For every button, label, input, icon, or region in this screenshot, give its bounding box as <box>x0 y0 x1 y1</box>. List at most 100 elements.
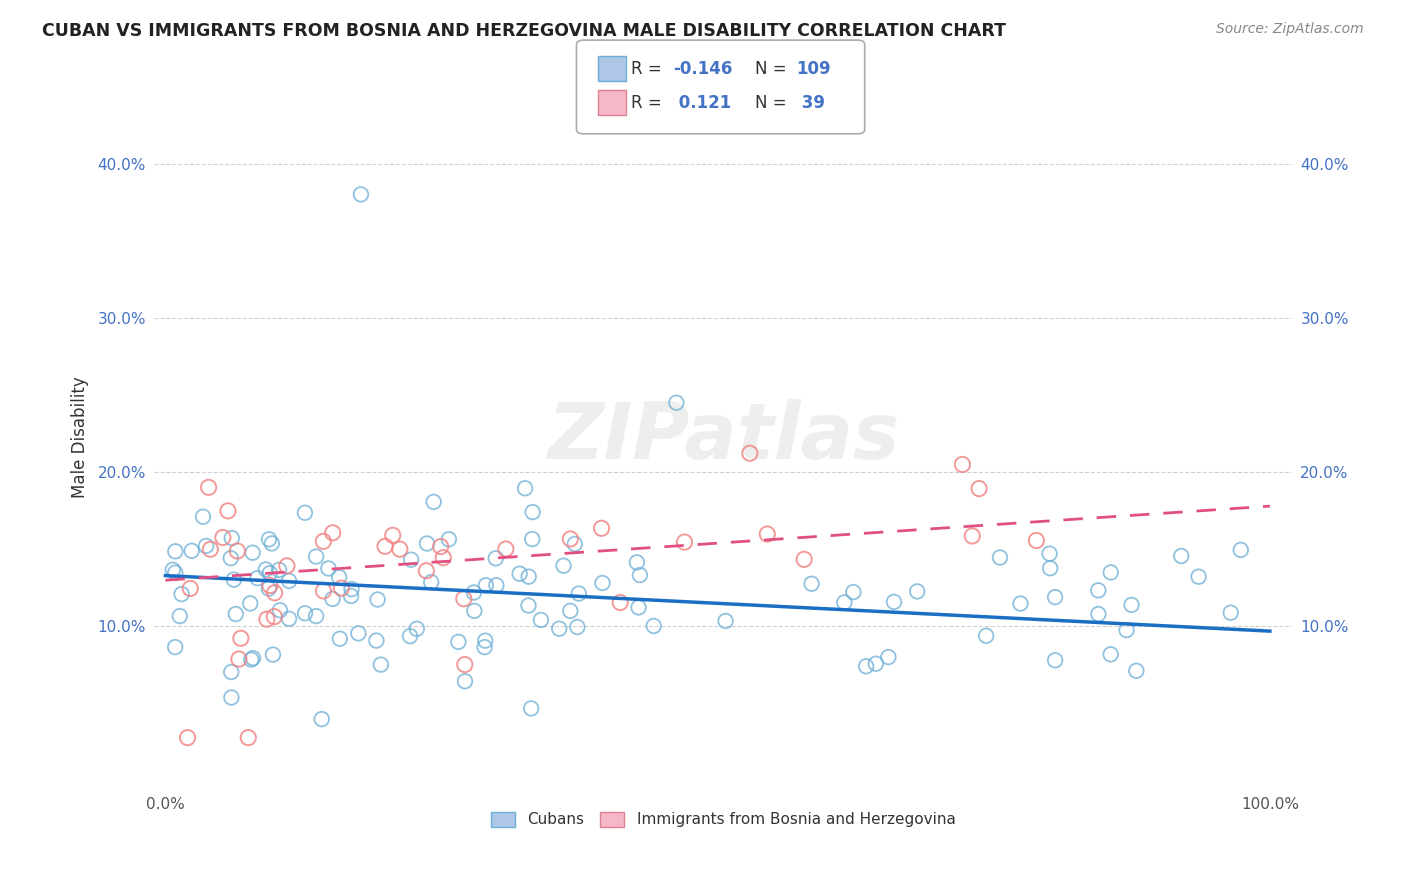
Point <box>195 539 218 553</box>
Point <box>415 564 437 578</box>
Point <box>1039 561 1062 575</box>
Text: 0.121: 0.121 <box>673 94 731 112</box>
Point <box>756 527 779 541</box>
Point <box>180 543 202 558</box>
Point <box>367 592 389 607</box>
Point <box>432 550 454 565</box>
Point <box>222 573 245 587</box>
Point <box>246 571 269 585</box>
Point <box>165 566 187 580</box>
Text: N =: N = <box>755 94 792 112</box>
Point <box>256 612 278 626</box>
Point <box>259 566 281 581</box>
Point <box>329 632 352 646</box>
Point <box>312 583 335 598</box>
Text: -0.146: -0.146 <box>673 60 733 78</box>
Point <box>793 552 815 566</box>
Point <box>429 540 451 554</box>
Point <box>475 578 498 592</box>
Point <box>522 505 544 519</box>
Point <box>1125 664 1147 678</box>
Point <box>855 659 877 673</box>
Point <box>1099 648 1122 662</box>
Point <box>263 586 285 600</box>
Point <box>738 446 761 460</box>
Point <box>520 701 543 715</box>
Point <box>865 657 887 671</box>
Point <box>416 536 439 550</box>
Point <box>242 651 264 665</box>
Point <box>905 584 928 599</box>
Point <box>350 187 373 202</box>
Point <box>305 609 328 624</box>
Point <box>422 495 444 509</box>
Point <box>883 595 905 609</box>
Point <box>312 534 335 549</box>
Point <box>269 603 291 617</box>
Point <box>962 529 984 543</box>
Point <box>834 595 856 609</box>
Point <box>347 626 370 640</box>
Point <box>1043 653 1066 667</box>
Point <box>474 633 496 648</box>
Point <box>517 599 540 613</box>
Text: 109: 109 <box>796 60 831 78</box>
Point <box>170 587 193 601</box>
Text: CUBAN VS IMMIGRANTS FROM BOSNIA AND HERZEGOVINA MALE DISABILITY CORRELATION CHAR: CUBAN VS IMMIGRANTS FROM BOSNIA AND HERZ… <box>42 22 1007 40</box>
Point <box>225 607 247 621</box>
Point <box>340 582 363 596</box>
Point <box>399 629 422 643</box>
Point <box>522 532 544 546</box>
Point <box>328 570 350 584</box>
Point <box>294 506 316 520</box>
Point <box>217 504 239 518</box>
Text: ZIPatlas: ZIPatlas <box>547 400 900 475</box>
Legend: Cubans, Immigrants from Bosnia and Herzegovina: Cubans, Immigrants from Bosnia and Herze… <box>485 805 962 833</box>
Point <box>1121 598 1143 612</box>
Point <box>226 544 249 558</box>
Point <box>197 480 219 494</box>
Point <box>530 613 553 627</box>
Point <box>447 635 470 649</box>
Point <box>1087 583 1109 598</box>
Text: R =: R = <box>631 60 668 78</box>
Point <box>485 578 508 592</box>
Point <box>340 589 363 603</box>
Point <box>229 632 252 646</box>
Point <box>643 619 665 633</box>
Point <box>1025 533 1047 548</box>
Y-axis label: Male Disability: Male Disability <box>72 376 89 499</box>
Point <box>200 542 222 557</box>
Point <box>366 633 388 648</box>
Point <box>626 555 648 569</box>
Point <box>952 458 974 472</box>
Point <box>162 563 184 577</box>
Text: Source: ZipAtlas.com: Source: ZipAtlas.com <box>1216 22 1364 37</box>
Point <box>228 652 250 666</box>
Point <box>627 600 650 615</box>
Point <box>1099 566 1122 580</box>
Text: 39: 39 <box>796 94 825 112</box>
Point <box>568 586 591 600</box>
Point <box>311 712 333 726</box>
Point <box>381 528 404 542</box>
Point <box>219 665 242 679</box>
Point <box>454 674 477 689</box>
Point <box>1043 590 1066 604</box>
Point <box>263 609 285 624</box>
Point <box>591 521 613 535</box>
Point <box>294 607 316 621</box>
Point <box>399 552 422 566</box>
Point <box>665 395 688 409</box>
Point <box>463 604 485 618</box>
Point <box>176 731 198 745</box>
Point <box>322 525 344 540</box>
Point <box>1010 597 1032 611</box>
Point <box>239 596 262 610</box>
Point <box>967 482 990 496</box>
Point <box>463 585 485 599</box>
Point <box>305 549 328 564</box>
Point <box>420 575 443 590</box>
Point <box>988 550 1011 565</box>
Point <box>591 576 613 591</box>
